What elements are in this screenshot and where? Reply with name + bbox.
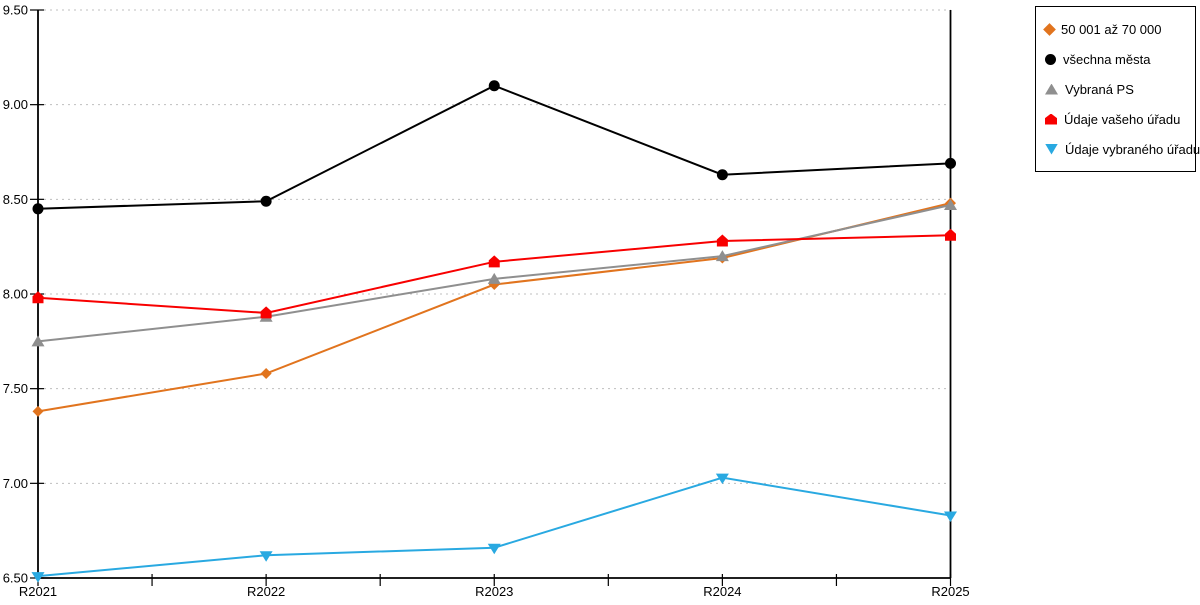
- chart-legend: 50 001 až 70 000 všechna města Vybraná PS Ú…: [1035, 6, 1200, 172]
- data-point-marker: [945, 228, 956, 241]
- legend-triangle-down-icon: [1045, 143, 1058, 155]
- data-point-marker: [716, 169, 728, 181]
- x-tick-label: R2024: [703, 584, 741, 599]
- legend-label: Údaje vašeho úřadu: [1064, 111, 1181, 127]
- data-point-marker: [32, 291, 44, 304]
- legend-diamond-icon: [1043, 22, 1056, 36]
- data-point-marker: [715, 473, 729, 485]
- data-point-marker: [31, 335, 45, 347]
- legend-item-0: 50 001 až 70 000: [1043, 14, 1186, 44]
- y-tick-label: 9.00: [3, 97, 28, 112]
- legend-triangle-up-icon: [1045, 83, 1058, 95]
- legend-label: Údaje vybraného úřadu: [1065, 141, 1200, 157]
- legend-item-1: všechna města: [1045, 44, 1186, 74]
- y-tick-label: 8.00: [3, 287, 28, 302]
- y-tick-label: 7.00: [3, 476, 28, 491]
- data-point-marker: [32, 405, 44, 417]
- data-point-marker: [488, 80, 500, 92]
- legend-label: všechna města: [1063, 51, 1151, 67]
- data-point-marker: [488, 255, 500, 268]
- legend-pentagon-icon: [1045, 113, 1057, 125]
- legend-circle-icon: [1045, 53, 1056, 65]
- data-point-marker: [260, 368, 272, 380]
- data-point-marker: [487, 543, 501, 555]
- y-tick-label: 9.50: [3, 3, 28, 18]
- data-point-marker: [944, 199, 957, 211]
- data-point-marker: [31, 572, 45, 583]
- data-point-marker: [716, 234, 728, 247]
- data-point-marker: [715, 250, 729, 262]
- legend-label: Vybraná PS: [1065, 81, 1134, 97]
- x-tick-label: R2022: [247, 584, 285, 599]
- x-tick-label: R2021: [19, 584, 57, 599]
- series-line-4: [37, 476, 951, 578]
- data-point-marker: [260, 195, 272, 207]
- legend-label: 50 001 až 70 000: [1061, 21, 1162, 37]
- legend-item-3: Údaje vašeho úřadu: [1045, 104, 1186, 134]
- data-point-marker: [259, 551, 273, 562]
- data-point-marker: [260, 306, 272, 319]
- data-point-marker: [487, 272, 501, 284]
- x-tick-label: R2025: [931, 584, 969, 599]
- data-point-marker: [32, 203, 44, 215]
- y-tick-label: 7.50: [3, 381, 28, 396]
- x-tick-label: R2023: [475, 584, 513, 599]
- y-tick-label: 6.50: [3, 571, 28, 586]
- data-point-marker: [944, 511, 957, 523]
- data-point-marker: [945, 157, 956, 169]
- y-tick-label: 8.50: [3, 192, 28, 207]
- legend-item-2: Vybraná PS: [1045, 74, 1186, 104]
- legend-item-4: Údaje vybraného úřadu: [1045, 134, 1200, 164]
